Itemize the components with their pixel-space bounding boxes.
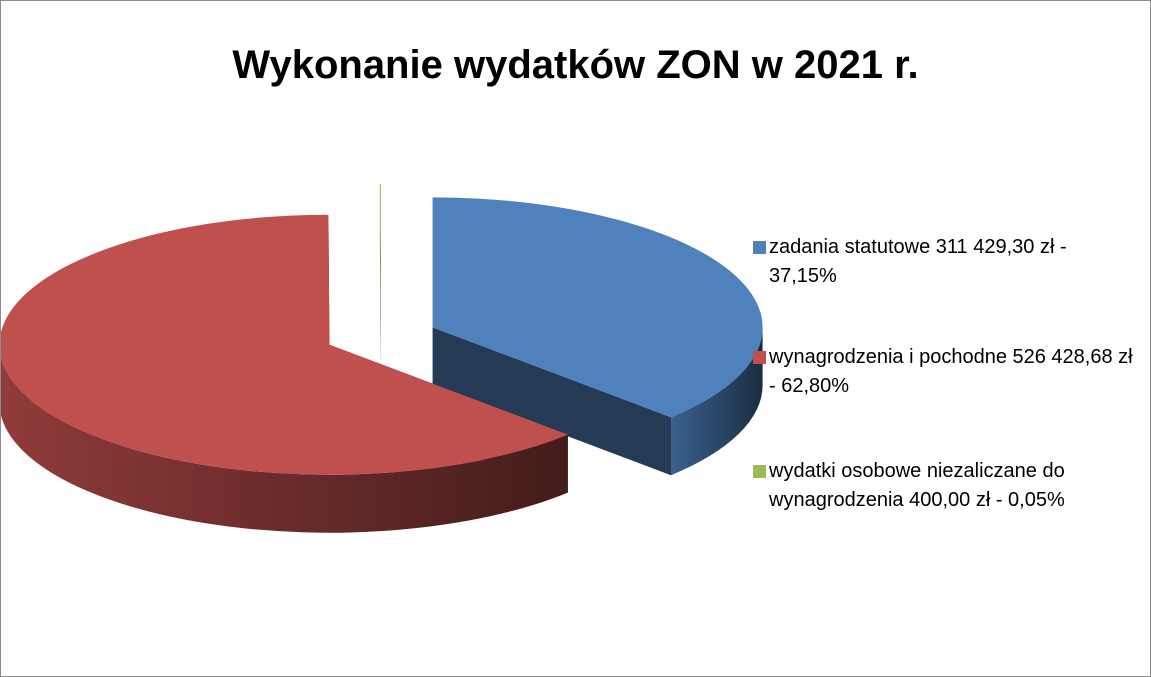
legend-entry: zadania statutowe 311 429,30 zł - 37,15% xyxy=(753,233,1139,291)
slice-cut-face xyxy=(432,327,672,476)
slice-side xyxy=(379,183,381,372)
chart-title: Wykonanie wydatków ZON w 2021 r. xyxy=(232,43,919,87)
slice xyxy=(432,197,763,418)
legend-label: wynagrodzenia i pochodne 526 428,68 zł -… xyxy=(769,346,1133,397)
legend-label: wydatki osobowe niezaliczane do wynagrod… xyxy=(769,460,1065,511)
legend-swatch xyxy=(753,465,766,478)
slice xyxy=(1,214,568,475)
slice-cut-face xyxy=(379,183,381,372)
legend-label: zadania statutowe 311 429,30 zł - 37,15% xyxy=(769,236,1067,287)
slice xyxy=(379,183,381,314)
slice-outer-wall xyxy=(1,357,568,533)
slice-side xyxy=(432,327,763,476)
legend-swatch xyxy=(753,351,766,364)
legend-swatch xyxy=(753,241,766,254)
legend-entry: wydatki osobowe niezaliczane do wynagrod… xyxy=(753,457,1139,515)
slice-outer-wall xyxy=(671,327,763,476)
legend-entry: wynagrodzenia i pochodne 526 428,68 zł -… xyxy=(753,343,1139,401)
